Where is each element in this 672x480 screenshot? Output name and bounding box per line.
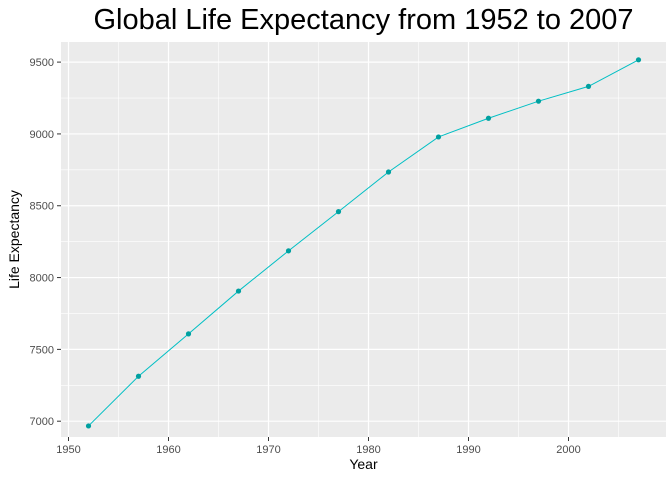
x-tick-label: 1960 [156,444,180,456]
x-tick-label: 2000 [556,444,580,456]
data-point [585,83,592,89]
data-point [285,248,292,254]
y-tick-label: 7500 [30,344,54,356]
y-tick-label: 8500 [30,201,54,213]
data-point [485,115,492,121]
data-point [85,423,92,429]
y-axis-title: Life Expectancy [6,190,22,289]
x-axis-title: Year [349,456,378,472]
x-tick-label: 1950 [56,444,80,456]
data-point [385,169,392,175]
y-tick-label: 9000 [30,129,54,141]
data-point [235,288,242,294]
panel-background [61,42,666,437]
data-point [185,331,192,337]
y-tick-label: 7000 [30,416,54,428]
x-tick-label: 1990 [456,444,480,456]
series-line [88,59,639,427]
data-point [535,98,542,104]
chart-title: Global Life Expectancy from 1952 to 2007 [93,4,634,36]
y-tick-label: 9500 [30,57,54,69]
data-point [135,373,142,379]
x-tick-label: 1970 [256,444,280,456]
data-point [635,57,642,63]
data-point [335,209,342,215]
x-tick-label: 1980 [356,444,380,456]
y-tick-label: 8000 [30,273,54,285]
data-point [435,134,442,140]
